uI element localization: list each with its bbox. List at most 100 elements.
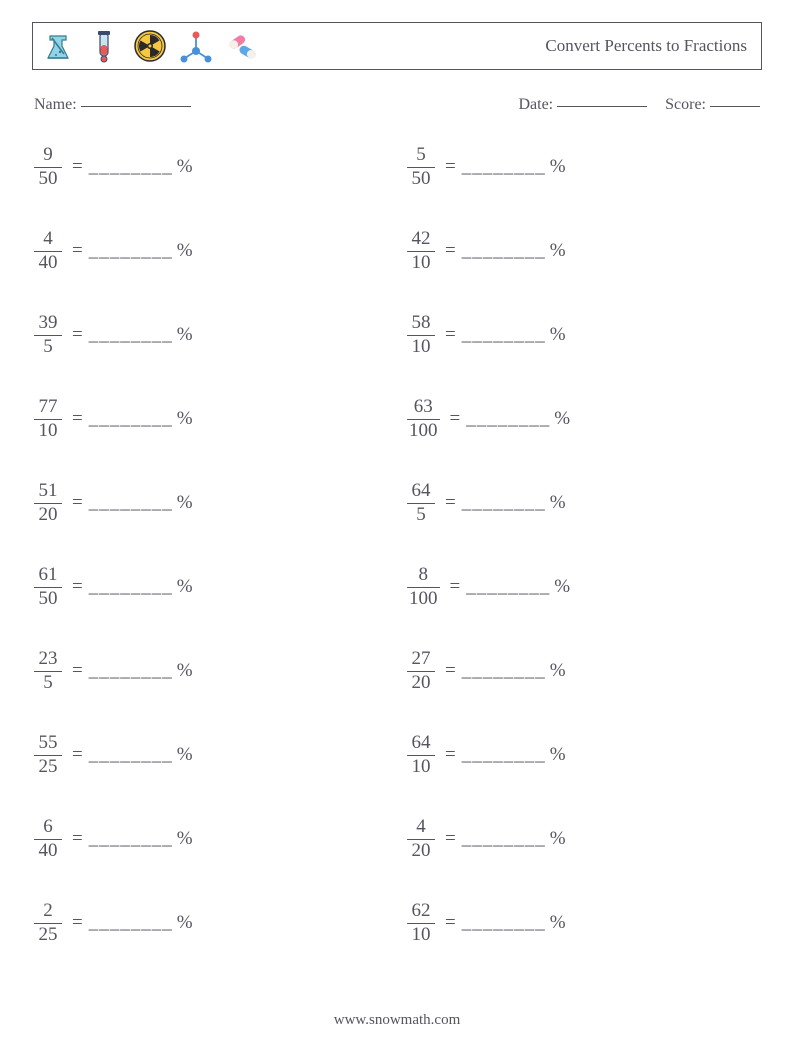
answer-blank[interactable]: ________ (462, 240, 546, 262)
percent-symbol: % (550, 324, 566, 346)
fraction: 2720 (407, 649, 435, 694)
denominator: 5 (41, 337, 55, 358)
name-blank[interactable] (81, 106, 191, 107)
denominator: 40 (37, 253, 60, 274)
fraction: 950 (34, 145, 62, 190)
denominator: 100 (407, 589, 440, 610)
score-blank[interactable] (710, 106, 760, 107)
denominator: 20 (37, 505, 60, 526)
equals-sign: = (72, 912, 83, 934)
denominator: 5 (41, 673, 55, 694)
name-label: Name: (34, 96, 77, 113)
score-field: Score: (665, 96, 760, 114)
equals-sign: = (445, 912, 456, 934)
percent-symbol: % (554, 576, 570, 598)
problem: 6150=________% (34, 562, 387, 612)
denominator: 10 (410, 757, 433, 778)
denominator: 100 (407, 421, 440, 442)
equals-sign: = (72, 660, 83, 682)
answer-blank[interactable]: ________ (89, 912, 173, 934)
denominator: 10 (410, 925, 433, 946)
percent-symbol: % (550, 492, 566, 514)
fraction: 7710 (34, 397, 62, 442)
equals-sign: = (445, 744, 456, 766)
answer-blank[interactable]: ________ (462, 828, 546, 850)
problem: 4210=________% (407, 226, 760, 276)
denominator: 10 (410, 253, 433, 274)
numerator: 55 (37, 733, 60, 754)
radiation-icon (133, 29, 167, 63)
fraction: 5810 (407, 313, 435, 358)
answer-blank[interactable]: ________ (466, 576, 550, 598)
answer-blank[interactable]: ________ (89, 576, 173, 598)
numerator: 5 (414, 145, 428, 166)
equals-sign: = (72, 156, 83, 178)
numerator: 4 (41, 229, 55, 250)
answer-blank[interactable]: ________ (89, 492, 173, 514)
problem: 420=________% (407, 814, 760, 864)
answer-blank[interactable]: ________ (462, 324, 546, 346)
equals-sign: = (72, 408, 83, 430)
answer-blank[interactable]: ________ (462, 492, 546, 514)
percent-symbol: % (550, 744, 566, 766)
equals-sign: = (72, 576, 83, 598)
fraction: 6210 (407, 901, 435, 946)
fraction: 550 (407, 145, 435, 190)
fraction: 5120 (34, 481, 62, 526)
equals-sign: = (72, 324, 83, 346)
equals-sign: = (445, 660, 456, 682)
problem: 640=________% (34, 814, 387, 864)
fraction: 6410 (407, 733, 435, 778)
answer-blank[interactable]: ________ (89, 744, 173, 766)
fraction: 6150 (34, 565, 62, 610)
answer-blank[interactable]: ________ (89, 324, 173, 346)
answer-blank[interactable]: ________ (462, 912, 546, 934)
header-box: Convert Percents to Fractions (32, 22, 762, 70)
answer-blank[interactable]: ________ (89, 828, 173, 850)
percent-symbol: % (177, 324, 193, 346)
problem: 645=________% (407, 478, 760, 528)
percent-symbol: % (177, 744, 193, 766)
equals-sign: = (445, 492, 456, 514)
percent-symbol: % (554, 408, 570, 430)
answer-blank[interactable]: ________ (462, 744, 546, 766)
denominator: 10 (410, 337, 433, 358)
fraction: 235 (34, 649, 62, 694)
fraction: 8100 (407, 565, 440, 610)
fraction: 640 (34, 817, 62, 862)
denominator: 20 (410, 673, 433, 694)
date-blank[interactable] (557, 106, 647, 107)
problem: 63100=________% (407, 394, 760, 444)
equals-sign: = (72, 828, 83, 850)
info-row: Name: Date: Score: (32, 96, 762, 114)
denominator: 50 (37, 169, 60, 190)
equals-sign: = (445, 828, 456, 850)
numerator: 51 (37, 481, 60, 502)
fraction: 440 (34, 229, 62, 274)
numerator: 4 (414, 817, 428, 838)
numerator: 64 (410, 733, 433, 754)
answer-blank[interactable]: ________ (89, 408, 173, 430)
percent-symbol: % (550, 156, 566, 178)
problem: 2720=________% (407, 646, 760, 696)
numerator: 23 (37, 649, 60, 670)
denominator: 50 (410, 169, 433, 190)
answer-blank[interactable]: ________ (89, 240, 173, 262)
problems-grid: 950=________%550=________%440=________%4… (32, 142, 762, 948)
equals-sign: = (445, 324, 456, 346)
numerator: 9 (41, 145, 55, 166)
numerator: 6 (41, 817, 55, 838)
numerator: 27 (410, 649, 433, 670)
answer-blank[interactable]: ________ (462, 660, 546, 682)
answer-blank[interactable]: ________ (466, 408, 550, 430)
answer-blank[interactable]: ________ (462, 156, 546, 178)
answer-blank[interactable]: ________ (89, 660, 173, 682)
denominator: 20 (410, 841, 433, 862)
answer-blank[interactable]: ________ (89, 156, 173, 178)
fraction: 420 (407, 817, 435, 862)
problem: 225=________% (34, 898, 387, 948)
header-icons (41, 29, 259, 63)
equals-sign: = (450, 408, 461, 430)
percent-symbol: % (550, 912, 566, 934)
numerator: 8 (417, 565, 431, 586)
